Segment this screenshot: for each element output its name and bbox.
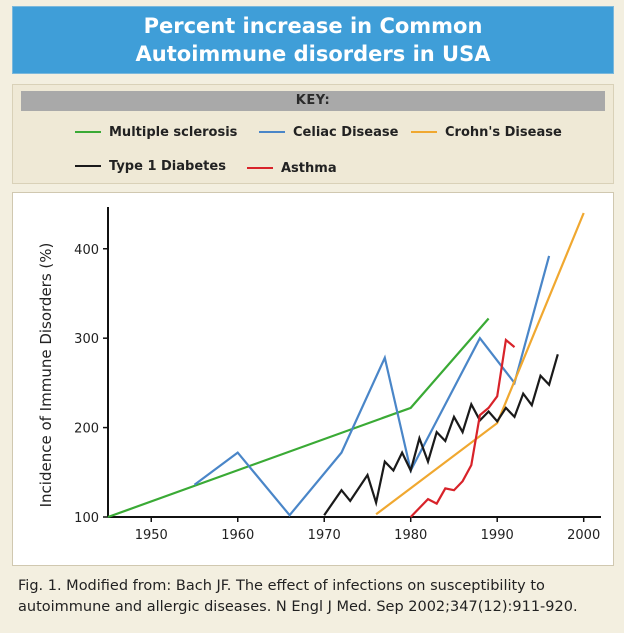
- figure-caption: Fig. 1. Modified from: Bach JF. The effe…: [18, 578, 578, 615]
- legend-item-crohns-disease: Crohn's Disease: [411, 123, 562, 141]
- y-tick-label: 400: [74, 243, 99, 258]
- series-line-multiple-sclerosis: [107, 317, 490, 519]
- legend-label: Type 1 Diabetes: [109, 158, 226, 174]
- x-tick-label: 1970: [308, 528, 341, 543]
- legend-swatch: [75, 165, 101, 167]
- legend-swatch: [247, 167, 273, 169]
- legend-heading: KEY:: [21, 91, 605, 111]
- legend-label: Multiple sclerosis: [109, 124, 238, 140]
- series-line-crohn-s-disease: [375, 212, 585, 516]
- x-tick-label: 1950: [135, 528, 168, 543]
- legend-item-celiac-disease: Celiac Disease: [259, 123, 398, 141]
- x-tick-label: 1960: [221, 528, 254, 543]
- legend-label: Celiac Disease: [293, 124, 399, 140]
- legend-item-type-1-diabetes: Type 1 Diabetes: [75, 157, 226, 175]
- x-tick-label: 1980: [394, 528, 427, 543]
- x-tick-label: 2000: [567, 528, 600, 543]
- y-tick-label: 300: [74, 332, 99, 347]
- y-tick-label: 100: [74, 511, 99, 526]
- legend-item-asthma: Asthma: [247, 159, 337, 177]
- legend-item-multiple-sclerosis: Multiple sclerosis: [75, 123, 237, 141]
- series-line-type-1-diabetes: [323, 353, 559, 516]
- x-tick-label: 1990: [481, 528, 514, 543]
- y-axis-title: Incidence of Immune Disorders (%): [37, 243, 55, 508]
- y-tick-label: 200: [74, 422, 99, 437]
- legend-label: Crohn's Disease: [445, 124, 562, 140]
- legend-swatch: [75, 131, 101, 133]
- legend-swatch: [259, 131, 285, 133]
- series-line-asthma: [409, 337, 516, 518]
- chart-panel: 100 200 300 400 1950 1960 1970 1980 1990 2000 Inci…: [12, 192, 614, 566]
- legend-box: KEY: Multiple sclerosis Celiac Disease C…: [12, 84, 614, 184]
- line-chart: 100 200 300 400 1950 1960 1970 1980 1990 2000 Inci…: [37, 207, 601, 543]
- legend-label: Asthma: [281, 160, 337, 176]
- legend-swatch: [411, 131, 437, 133]
- chart-title: Percent increase in Common Autoimmune di…: [135, 14, 491, 66]
- title-banner: Percent increase in Common Autoimmune di…: [12, 6, 614, 74]
- series-line-celiac-disease: [193, 255, 551, 517]
